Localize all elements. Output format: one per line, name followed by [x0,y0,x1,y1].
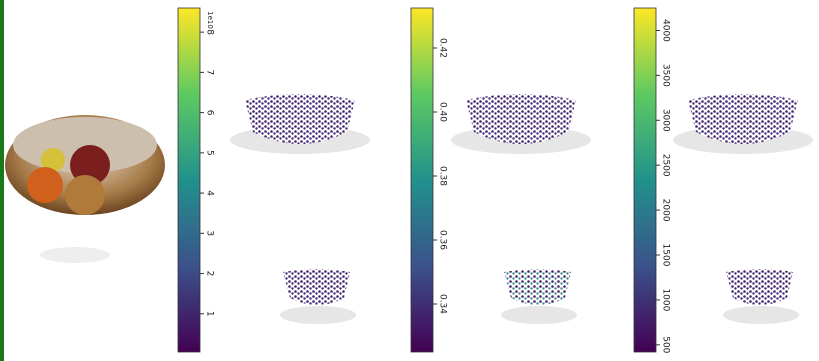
tick-label: 0.36 [438,230,448,250]
tick-label: 3500 [661,64,671,87]
tick-label: 0.40 [438,102,448,122]
tick-label: 7 [205,70,215,76]
tick-label: 1000 [661,288,671,311]
tick-label: 0.34 [438,294,448,314]
tick-label: 3 [205,230,215,236]
tick-label: 0.42 [438,38,448,58]
offset-label: 1e10 [206,11,214,29]
tick-label: 5 [205,150,215,156]
tick-label: 500 [661,336,671,353]
tick-label: 6 [205,110,215,116]
colorbar [410,7,434,353]
tick-label: 1500 [661,244,671,267]
bowl-photo [5,115,165,263]
tick-label: 1 [205,311,215,317]
point-cloud [673,94,813,324]
side-border [0,0,4,361]
tick-label: 8 [205,29,215,35]
tick-label: 2500 [661,154,671,177]
tick-label: 0.38 [438,166,448,186]
point-cloud [230,94,370,324]
colorbar [633,7,657,353]
tick-label: 4000 [661,19,671,42]
tick-label: 4 [205,190,215,196]
tick-label: 3000 [661,109,671,132]
colorbar [177,7,201,353]
tick-label: 2 [205,271,215,277]
tick-label: 2000 [661,199,671,222]
point-cloud [451,94,591,324]
